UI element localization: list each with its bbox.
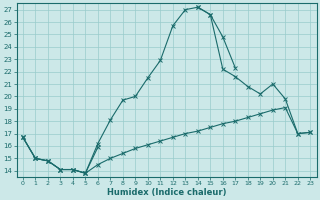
X-axis label: Humidex (Indice chaleur): Humidex (Indice chaleur)	[107, 188, 226, 197]
